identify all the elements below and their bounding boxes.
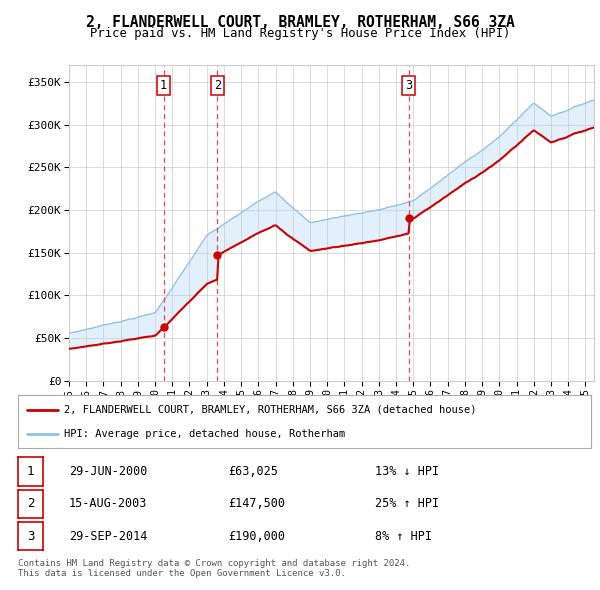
Text: 2: 2 xyxy=(27,497,34,510)
Text: 1: 1 xyxy=(27,465,34,478)
Text: 2, FLANDERWELL COURT, BRAMLEY, ROTHERHAM, S66 3ZA (detached house): 2, FLANDERWELL COURT, BRAMLEY, ROTHERHAM… xyxy=(64,405,476,415)
Text: £63,025: £63,025 xyxy=(228,465,278,478)
Text: Contains HM Land Registry data © Crown copyright and database right 2024.: Contains HM Land Registry data © Crown c… xyxy=(18,559,410,568)
Text: HPI: Average price, detached house, Rotherham: HPI: Average price, detached house, Roth… xyxy=(64,429,345,439)
Text: 25% ↑ HPI: 25% ↑ HPI xyxy=(375,497,439,510)
Text: 3: 3 xyxy=(406,79,413,92)
Text: 29-SEP-2014: 29-SEP-2014 xyxy=(69,530,148,543)
Text: 29-JUN-2000: 29-JUN-2000 xyxy=(69,465,148,478)
Text: 2, FLANDERWELL COURT, BRAMLEY, ROTHERHAM, S66 3ZA: 2, FLANDERWELL COURT, BRAMLEY, ROTHERHAM… xyxy=(86,15,514,30)
Text: This data is licensed under the Open Government Licence v3.0.: This data is licensed under the Open Gov… xyxy=(18,569,346,578)
Text: Price paid vs. HM Land Registry's House Price Index (HPI): Price paid vs. HM Land Registry's House … xyxy=(90,27,510,40)
Text: 8% ↑ HPI: 8% ↑ HPI xyxy=(375,530,432,543)
Text: 2: 2 xyxy=(214,79,221,92)
Text: 3: 3 xyxy=(27,530,34,543)
Text: £190,000: £190,000 xyxy=(228,530,285,543)
Text: 13% ↓ HPI: 13% ↓ HPI xyxy=(375,465,439,478)
Text: 1: 1 xyxy=(160,79,167,92)
Text: 15-AUG-2003: 15-AUG-2003 xyxy=(69,497,148,510)
Text: £147,500: £147,500 xyxy=(228,497,285,510)
